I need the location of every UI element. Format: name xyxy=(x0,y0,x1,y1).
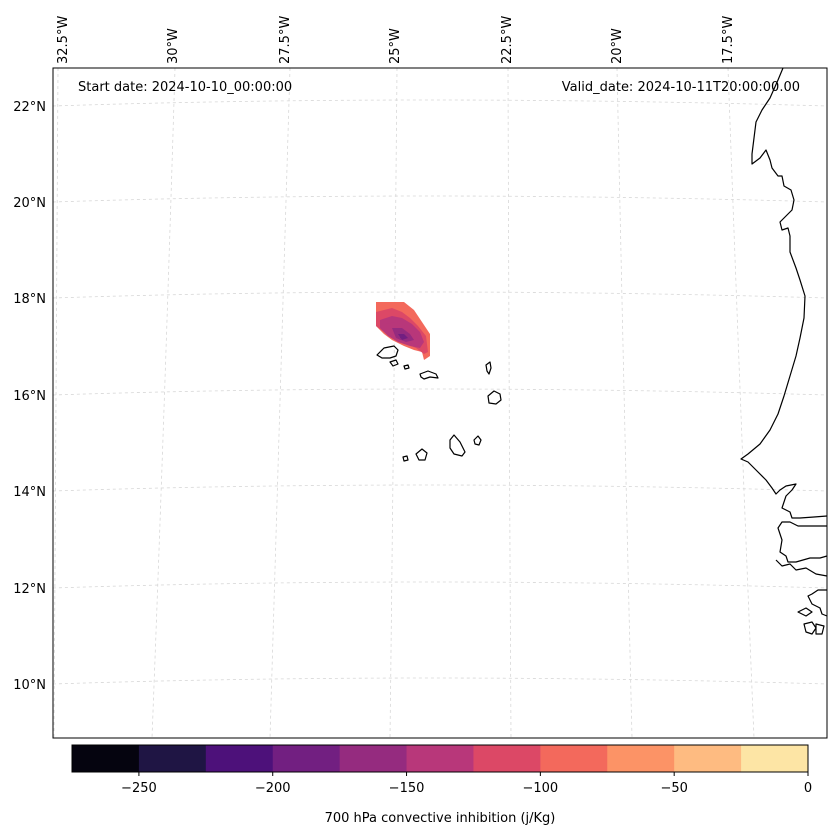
parallel-20n xyxy=(52,195,828,203)
island-santo-antao xyxy=(376,345,399,359)
colorbar-tick-label: −150 xyxy=(389,781,425,796)
lat-label-12n: 12°N xyxy=(13,582,46,597)
island-sal xyxy=(485,361,492,375)
lon-label-32-5w: 32.5°W xyxy=(56,16,71,64)
lon-label-17-5w: 17.5°W xyxy=(721,16,736,64)
island-boa-vista xyxy=(487,390,502,405)
lat-label-22n: 22°N xyxy=(13,100,46,115)
island-brava xyxy=(402,455,409,462)
parallel-18n xyxy=(52,291,828,299)
island-fogo xyxy=(415,448,428,461)
colorbar-segment xyxy=(607,745,675,772)
colorbar-tick-label: −200 xyxy=(255,781,291,796)
longitude-labels: 32.5°W 30°W 27.5°W 25°W 22.5°W 20°W 17.5… xyxy=(56,16,736,64)
colorbar-segment xyxy=(674,745,742,772)
island-maio xyxy=(473,435,482,446)
lat-label-18n: 18°N xyxy=(13,292,46,307)
lat-label-10n: 10°N xyxy=(13,678,46,693)
valid-date-label: Valid_date: 2024-10-11T20:00:00.00 xyxy=(562,80,800,95)
colorbar-tick-label: −100 xyxy=(523,781,559,796)
lon-label-27-5w: 27.5°W xyxy=(278,16,293,64)
cin-field xyxy=(376,302,430,360)
parallel-12n xyxy=(52,581,828,589)
colorbar-tick-label: −50 xyxy=(660,781,687,796)
colorbar-segment xyxy=(272,745,341,772)
colorbar-frame xyxy=(71,744,809,773)
meridian-27-5w xyxy=(269,67,291,739)
meridian-32-5w xyxy=(53,67,59,739)
meridian-20w xyxy=(616,67,633,739)
parallel-10n xyxy=(52,677,828,685)
cin-contour xyxy=(400,335,404,339)
parallel-14n xyxy=(52,484,828,492)
colorbar-segment xyxy=(540,745,608,772)
lon-label-25w: 25°W xyxy=(388,28,403,64)
island-santa-luzia xyxy=(403,364,410,370)
colorbar-segment xyxy=(138,745,207,772)
island-sao-nicolau xyxy=(419,370,439,380)
parallel-22n xyxy=(52,99,828,107)
parallel-16n xyxy=(52,388,828,396)
island-sao-vicente xyxy=(389,359,399,367)
bijagos-islands xyxy=(797,607,825,635)
colorbar-segment xyxy=(339,745,408,772)
meridian-25w xyxy=(389,67,398,739)
colorbar-tick-label: −250 xyxy=(121,781,157,796)
colorbar-segment xyxy=(205,745,274,772)
senegal-detail xyxy=(775,559,828,577)
meridian-22-5w xyxy=(507,67,512,739)
island-santiago xyxy=(449,434,466,457)
lon-label-22-5w: 22.5°W xyxy=(500,16,515,64)
meridian-17-5w xyxy=(727,67,755,739)
colorbar-segment xyxy=(473,745,541,772)
map-frame xyxy=(52,67,828,739)
lat-label-20n: 20°N xyxy=(13,196,46,211)
graticule xyxy=(52,67,828,739)
coastlines xyxy=(376,67,828,635)
colorbar-segment xyxy=(72,745,140,772)
lon-label-30w: 30°W xyxy=(166,28,181,64)
meridian-30w xyxy=(151,67,176,739)
colorbar-segment xyxy=(406,745,474,772)
colorbar-label: 700 hPa convective inhibition (j/Kg) xyxy=(325,811,556,826)
colorbar-tick-label: 0 xyxy=(804,781,812,796)
latitude-labels: 22°N 20°N 18°N 16°N 14°N 12°N 10°N xyxy=(13,100,46,693)
colorbar-segment xyxy=(741,745,809,772)
lon-label-20w: 20°W xyxy=(610,28,625,64)
lat-label-14n: 14°N xyxy=(13,485,46,500)
west-africa-coastline xyxy=(740,67,828,617)
colorbar: −250 −200 −150 −100 −50 0 xyxy=(72,745,812,796)
start-date-label: Start date: 2024-10-10_00:00:00 xyxy=(78,80,292,95)
lat-label-16n: 16°N xyxy=(13,389,46,404)
